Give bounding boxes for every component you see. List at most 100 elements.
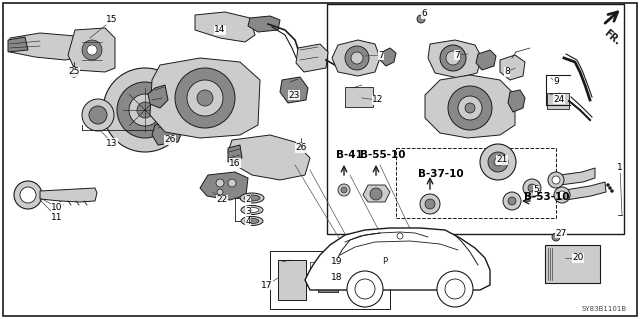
Circle shape (129, 94, 161, 126)
Circle shape (607, 183, 609, 187)
Polygon shape (200, 172, 248, 200)
Circle shape (370, 188, 382, 200)
Text: 7: 7 (454, 50, 460, 60)
Ellipse shape (245, 219, 259, 224)
Polygon shape (296, 44, 328, 72)
Ellipse shape (245, 207, 259, 212)
Polygon shape (40, 188, 97, 202)
Text: 9: 9 (553, 78, 559, 86)
Circle shape (82, 99, 114, 131)
Ellipse shape (240, 193, 264, 203)
Text: 20: 20 (572, 254, 584, 263)
Circle shape (69, 67, 79, 77)
Circle shape (609, 187, 611, 189)
Circle shape (216, 179, 224, 187)
Polygon shape (305, 228, 490, 290)
Circle shape (465, 103, 475, 113)
Polygon shape (428, 40, 482, 78)
Circle shape (503, 192, 521, 210)
Polygon shape (248, 16, 280, 32)
Circle shape (345, 46, 369, 70)
Circle shape (611, 189, 614, 192)
Circle shape (448, 86, 492, 130)
Circle shape (420, 194, 440, 214)
Polygon shape (380, 48, 396, 66)
Bar (24, 191, 32, 199)
Text: 18: 18 (332, 272, 343, 281)
Circle shape (446, 51, 460, 65)
Circle shape (552, 176, 560, 184)
Circle shape (480, 144, 516, 180)
Circle shape (175, 68, 235, 128)
Text: 26: 26 (164, 136, 176, 145)
Text: 19: 19 (332, 257, 343, 266)
Text: B-41: B-41 (336, 150, 363, 160)
Polygon shape (332, 40, 380, 76)
Text: 16: 16 (229, 159, 241, 167)
Circle shape (87, 45, 97, 55)
Circle shape (508, 197, 516, 205)
Text: 7: 7 (378, 50, 384, 60)
Polygon shape (195, 12, 255, 42)
Bar (547, 93, 569, 109)
Circle shape (187, 80, 223, 116)
Circle shape (523, 179, 541, 197)
Text: 17: 17 (261, 280, 273, 290)
Circle shape (137, 102, 153, 118)
Text: B-37-10: B-37-10 (418, 169, 463, 179)
Circle shape (528, 184, 536, 192)
Text: 24: 24 (554, 94, 564, 103)
Text: SY83B1101B: SY83B1101B (582, 306, 627, 312)
Circle shape (103, 68, 187, 152)
Circle shape (72, 70, 77, 75)
Circle shape (554, 187, 570, 203)
Polygon shape (152, 122, 182, 145)
Text: 14: 14 (214, 26, 226, 34)
Text: 4: 4 (245, 218, 251, 226)
Bar (327, 4, 624, 234)
Circle shape (14, 181, 42, 209)
Circle shape (548, 172, 564, 188)
Circle shape (217, 189, 223, 195)
Circle shape (488, 152, 508, 172)
Text: 12: 12 (372, 95, 384, 105)
Polygon shape (10, 33, 100, 60)
Text: 8: 8 (504, 68, 510, 77)
Text: 21: 21 (496, 155, 508, 165)
Polygon shape (8, 37, 28, 52)
Circle shape (117, 82, 173, 138)
Polygon shape (148, 85, 168, 108)
Bar (270, 251, 390, 309)
Bar (278, 260, 306, 300)
Circle shape (347, 271, 383, 307)
Ellipse shape (244, 195, 260, 201)
Text: 1: 1 (617, 164, 623, 173)
Text: 27: 27 (556, 228, 566, 238)
Circle shape (82, 40, 102, 60)
Text: 10: 10 (51, 203, 63, 211)
Polygon shape (476, 50, 496, 70)
Polygon shape (425, 75, 515, 138)
Bar (396, 148, 556, 218)
Circle shape (197, 90, 213, 106)
Text: 5: 5 (533, 186, 539, 195)
Polygon shape (280, 77, 308, 103)
Polygon shape (363, 185, 390, 202)
Circle shape (417, 15, 425, 23)
Text: 11: 11 (51, 212, 63, 221)
Circle shape (20, 187, 36, 203)
Polygon shape (500, 55, 525, 80)
Text: B-55-10: B-55-10 (360, 150, 406, 160)
Text: 15: 15 (106, 16, 118, 25)
Circle shape (228, 179, 236, 187)
Text: P: P (383, 257, 388, 266)
Circle shape (558, 191, 566, 199)
Circle shape (552, 233, 560, 241)
Text: 6: 6 (421, 10, 427, 19)
Text: 25: 25 (68, 68, 80, 77)
Circle shape (351, 52, 363, 64)
Circle shape (338, 184, 350, 196)
Bar (318, 264, 338, 292)
Ellipse shape (241, 205, 263, 214)
Circle shape (397, 233, 403, 239)
